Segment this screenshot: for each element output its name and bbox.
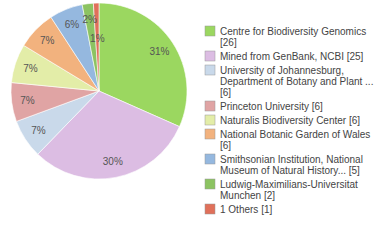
- pie: [11, 3, 187, 179]
- data-label: 7%: [40, 35, 55, 46]
- legend-swatch: [205, 115, 215, 125]
- legend-swatch: [205, 51, 215, 61]
- legend-swatch: [205, 129, 215, 139]
- legend-swatch: [205, 65, 215, 75]
- data-label: 31%: [149, 46, 169, 57]
- pie-slice: [82, 3, 99, 91]
- data-label: 1%: [90, 33, 105, 44]
- legend-label: Centre for Biodiversity Genomics[26]: [220, 26, 366, 48]
- data-label: 7%: [31, 125, 46, 136]
- legend-swatch: [205, 204, 215, 214]
- data-label: 30%: [103, 156, 123, 167]
- legend-label: Naturalis Biodiversity Center [6]: [220, 115, 360, 126]
- legend-swatch: [205, 101, 215, 111]
- legend-label: Princeton University [6]: [220, 101, 323, 112]
- legend-label: Smithsonian Institution, NationalMuseum …: [220, 154, 363, 176]
- pie-labels: 31% 30% 7% 7% 7% 7% 6%2% 1%: [20, 14, 169, 167]
- data-label: 6%: [65, 19, 80, 30]
- data-label: 2%: [83, 14, 98, 25]
- legend-label: University of Johannesburg,Department of…: [220, 65, 373, 98]
- legend-label: Ludwig-Maximilians-UniversitatMunchen [2…: [220, 179, 358, 201]
- legend-label: 1 Others [1]: [220, 204, 272, 215]
- legend-swatch: [205, 26, 215, 36]
- legend-label: Mined from GenBank, NCBI [25]: [220, 51, 364, 62]
- chart: 31% 30% 7% 7% 7% 7% 6%2% 1% Centre for Biodivers…: [0, 0, 380, 240]
- legend: Centre for Biodiversity Genomics[26] Mine…: [205, 26, 373, 215]
- legend-swatch: [205, 154, 215, 164]
- data-label: 7%: [23, 63, 38, 74]
- data-label: 7%: [20, 95, 35, 106]
- legend-label: National Botanic Garden of Wales[6]: [220, 129, 370, 151]
- legend-swatch: [205, 179, 215, 189]
